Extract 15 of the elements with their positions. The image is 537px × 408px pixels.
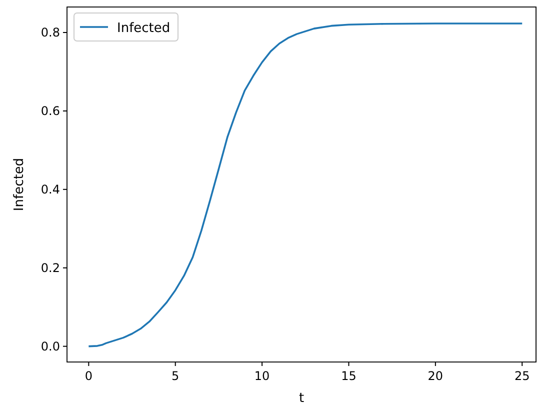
x-tick-label: 20 [428, 369, 444, 383]
x-tick-label: 25 [514, 369, 530, 383]
y-axis-title: Infected [12, 158, 27, 212]
x-tick-label: 5 [172, 369, 180, 383]
y-tick-label: 0.6 [40, 104, 60, 118]
line-series [88, 22, 524, 348]
x-tick-label: 15 [341, 369, 356, 383]
x-axis-title: t [298, 391, 304, 406]
x-tick-label: 0 [84, 369, 92, 383]
legend-label: Infected [117, 21, 170, 36]
y-tick-label: 0.8 [40, 25, 60, 40]
y-tick-label: 0.2 [40, 260, 60, 275]
y-tick-label: 0.0 [40, 339, 60, 354]
y-tick-label: 0.4 [40, 182, 60, 196]
x-tick-label: 10 [254, 369, 270, 383]
